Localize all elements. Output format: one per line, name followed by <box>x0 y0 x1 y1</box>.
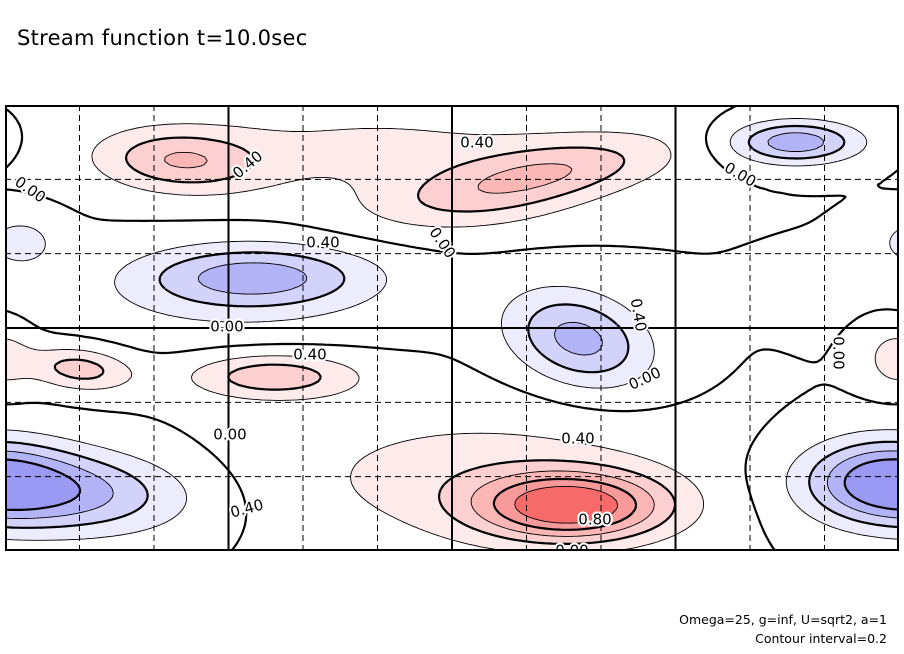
contour-line-0.8 <box>492 477 638 531</box>
contour-line-neg0.4 <box>5 124 899 529</box>
contour-line-0.2 <box>5 123 899 551</box>
parameters-note: Omega=25, g=inf, U=sqrt2, a=1 <box>679 612 887 627</box>
contour-line-neg0.6 <box>5 132 899 519</box>
contour-interval-note: Contour interval=0.2 <box>755 631 887 646</box>
contour-label: 0.00 <box>626 363 664 393</box>
contour-label: 0.40 <box>460 134 493 152</box>
contour-label: 0.40 <box>561 430 594 448</box>
contour-line-1.0 <box>514 485 619 524</box>
chart-title: Stream function t=10.0sec <box>17 26 308 50</box>
contour-label: 0.80 <box>578 511 611 529</box>
contour-label: 0.00 <box>213 426 246 444</box>
contour-label: 0.40 <box>306 234 339 252</box>
contour-line-0.6 <box>164 151 655 537</box>
plot-frame <box>5 105 899 551</box>
contour-label: 0.40 <box>293 346 326 364</box>
contour-line-0.4 <box>53 136 677 545</box>
contour-overlay: 0.40 0.00 0.40 0.00 0.00 0.40 0.40 0.00 0.40 0.00… <box>5 105 899 551</box>
contour-label: 0.40 <box>228 496 265 522</box>
contour-labels: 0.40 0.00 0.40 0.00 0.00 0.40 0.40 0.00 0.40 0.00… <box>9 132 849 552</box>
contour-label: 0.00 <box>210 318 243 336</box>
contour-label: 0.00 <box>425 224 459 262</box>
contour-plot: 0.40 0.00 0.40 0.00 0.00 0.40 0.40 0.00 0.40 0.00… <box>5 105 899 551</box>
contour-label: 0.00 <box>830 336 848 369</box>
contour-line-neg0.2 <box>5 118 899 541</box>
contour-label: 0.00 <box>555 542 588 552</box>
contour-label: 0.00 <box>11 173 49 207</box>
